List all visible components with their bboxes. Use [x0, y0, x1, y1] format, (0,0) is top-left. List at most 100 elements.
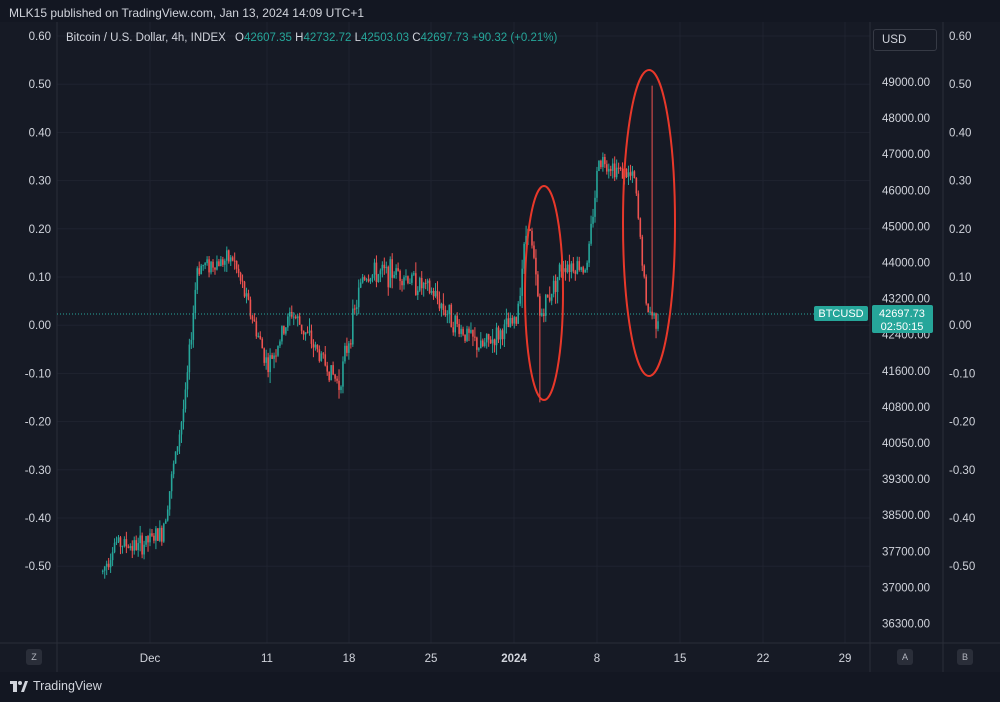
- candle-body: [143, 544, 145, 555]
- candle-body: [478, 348, 480, 350]
- candle-body: [200, 265, 202, 275]
- percent-tick-label-left: 0.10: [29, 272, 51, 284]
- candle-body: [564, 268, 567, 273]
- candle-body: [582, 267, 584, 273]
- candle-body: [523, 243, 525, 269]
- candle-body: [302, 330, 305, 335]
- candle-body: [641, 236, 644, 266]
- published-info: MLK15 published on TradingView.com, Jan …: [9, 6, 365, 20]
- candle-body: [566, 264, 569, 273]
- candle-body: [600, 160, 602, 168]
- auto-scale-button[interactable]: A: [897, 649, 913, 665]
- candle-body: [310, 330, 313, 344]
- candle-body: [444, 309, 447, 316]
- candle-body: [572, 263, 575, 272]
- candle-body: [452, 327, 455, 333]
- candle-body: [324, 354, 327, 366]
- candle-body: [434, 290, 437, 297]
- candle-body: [336, 378, 338, 381]
- candle-body: [529, 229, 531, 231]
- candle-body: [470, 330, 472, 333]
- candle-body: [584, 269, 586, 273]
- candle-body: [137, 543, 139, 551]
- candle-body: [633, 171, 636, 179]
- candle-body: [501, 330, 504, 340]
- candle-body: [328, 371, 330, 381]
- candle-body: [424, 282, 427, 284]
- candle-body: [617, 167, 620, 169]
- time-axis: Dec 11 18 25 2024 8 15 22 29: [140, 653, 852, 665]
- candle-body: [539, 296, 541, 316]
- candle-body: [227, 250, 230, 262]
- candle-body: [161, 527, 163, 542]
- candle-body: [267, 357, 269, 373]
- candle-body: [377, 274, 380, 282]
- candle-body: [592, 216, 594, 224]
- price-axis: 49000.00 48000.00 47000.00 46000.00 45000.00…: [882, 77, 930, 631]
- candle-body: [269, 355, 271, 373]
- candle-body: [338, 380, 340, 390]
- candle-body: [159, 527, 161, 541]
- percent-tick-label-right: -0.20: [949, 417, 975, 429]
- candle-body: [162, 523, 165, 542]
- price-tick-label: 44000.00: [882, 258, 930, 270]
- candle-body: [464, 334, 466, 341]
- tradingview-logo[interactable]: TradingView: [10, 679, 102, 693]
- candle-body: [596, 170, 598, 198]
- candle-body: [531, 230, 533, 246]
- candle-body: [355, 307, 358, 309]
- tradingview-logo-icon: [10, 680, 28, 692]
- time-tick-label: 11: [261, 653, 273, 665]
- candle-body: [196, 268, 199, 290]
- candle-body: [206, 259, 208, 264]
- candle-body: [123, 539, 126, 547]
- candle-body: [580, 267, 583, 270]
- candle-body: [399, 270, 401, 281]
- candle-body: [127, 546, 130, 548]
- candle-body: [391, 259, 393, 278]
- candle-body: [379, 270, 382, 275]
- price-tick-label: 36300.00: [882, 619, 930, 631]
- candle-body: [141, 535, 143, 555]
- candle-body: [247, 293, 250, 300]
- candle-body: [186, 372, 189, 390]
- candle-body: [133, 540, 136, 551]
- candle-body: [474, 336, 476, 338]
- candle-body: [403, 277, 405, 286]
- candle-body: [225, 250, 228, 261]
- candle-body: [103, 566, 106, 571]
- candle-body: [318, 349, 321, 361]
- percent-tick-label-right: 0.60: [949, 31, 971, 43]
- candle-body: [446, 314, 449, 316]
- candle-body: [416, 290, 419, 295]
- candle-body: [466, 328, 468, 341]
- right-scale-button[interactable]: B: [957, 649, 973, 665]
- candle-body: [625, 168, 628, 177]
- candle-body: [261, 338, 264, 349]
- candle-body: [273, 355, 275, 359]
- candle-body: [454, 315, 457, 333]
- candle-body: [487, 334, 490, 340]
- candle-body: [615, 167, 618, 178]
- candle-body: [131, 546, 134, 551]
- candle-body: [168, 491, 171, 510]
- candle-body: [361, 277, 364, 283]
- candle-body: [420, 278, 423, 289]
- candle-body: [574, 271, 577, 274]
- candle-body: [204, 263, 206, 266]
- badge-symbol: BTCUSD: [818, 308, 863, 320]
- candle-body: [647, 303, 649, 313]
- candle-body: [375, 262, 378, 282]
- percent-tick-label-left: 0.40: [29, 127, 51, 139]
- left-scale-button[interactable]: Z: [26, 649, 42, 665]
- candle-body: [237, 268, 240, 273]
- candle-body: [129, 546, 132, 548]
- candle-body: [164, 520, 167, 524]
- currency-button[interactable]: USD: [873, 29, 937, 51]
- candle-body: [174, 451, 177, 464]
- candle-body: [643, 265, 646, 277]
- candle-body: [330, 365, 332, 381]
- candle-body: [619, 167, 622, 169]
- price-tick-label: 47000.00: [882, 149, 930, 161]
